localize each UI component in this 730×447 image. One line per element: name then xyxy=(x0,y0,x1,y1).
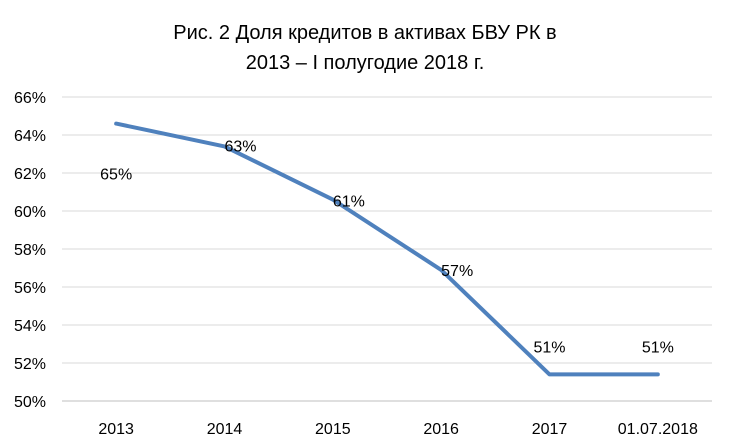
y-axis: 50% 52% 54% 56% 58% 60% 62% 64% 66% xyxy=(14,90,46,411)
data-label: 63% xyxy=(224,138,256,155)
chart-title-line-2: 2013 – I полугодие 2018 г. xyxy=(245,52,485,74)
data-label: 61% xyxy=(333,194,365,211)
x-tick-label: 2014 xyxy=(207,421,243,438)
x-tick-label: 2017 xyxy=(532,421,568,438)
data-label: 65% xyxy=(100,167,132,184)
y-tick-label: 54% xyxy=(14,318,46,335)
series-line xyxy=(114,121,660,377)
x-tick-label: 01.07.2018 xyxy=(618,421,698,438)
x-tick-label: 2015 xyxy=(315,421,351,438)
data-label: 51% xyxy=(642,339,674,356)
y-tick-label: 58% xyxy=(14,242,46,259)
y-tick-label: 66% xyxy=(14,90,46,107)
data-label: 57% xyxy=(441,263,473,280)
chart-title: Рис. 2 Доля кредитов в активах БВУ РК в … xyxy=(0,18,730,78)
y-tick-label: 52% xyxy=(14,356,46,373)
data-labels: 65% 63% 61% 57% 51% 51% xyxy=(100,138,674,356)
x-axis: 2013 2014 2015 2016 2017 01.07.2018 xyxy=(98,421,698,438)
chart-title-line-1: Рис. 2 Доля кредитов в активах БВУ РК в xyxy=(173,22,557,44)
grid-lines xyxy=(62,96,712,402)
y-tick-label: 56% xyxy=(14,280,46,297)
y-tick-label: 50% xyxy=(14,394,46,411)
y-tick-label: 60% xyxy=(14,204,46,221)
data-label: 51% xyxy=(533,339,565,356)
series-line-path xyxy=(114,121,660,377)
y-tick-label: 62% xyxy=(14,166,46,183)
x-tick-label: 2016 xyxy=(423,421,459,438)
y-tick-label: 64% xyxy=(14,128,46,145)
x-tick-label: 2013 xyxy=(98,421,134,438)
